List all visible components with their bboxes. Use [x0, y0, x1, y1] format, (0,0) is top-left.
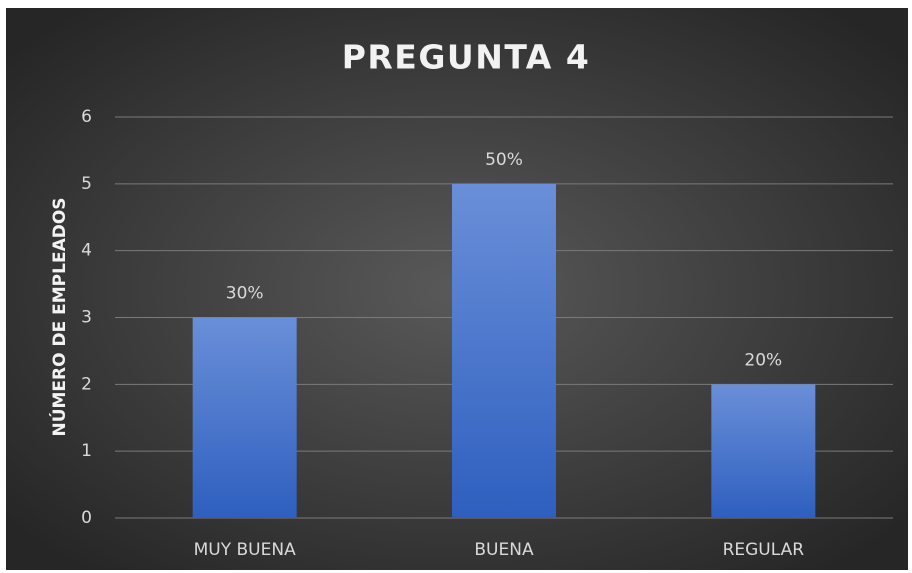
bar — [192, 317, 297, 518]
y-tick-label: 6 — [81, 107, 92, 127]
bar — [452, 183, 556, 519]
y-axis-label: NÚMERO DE EMPLEADOS — [48, 197, 70, 436]
data-label: 30% — [226, 284, 264, 304]
y-tick-label: 1 — [81, 441, 92, 461]
x-tick-label: BUENA — [474, 540, 534, 560]
y-tick-label: 5 — [81, 174, 92, 194]
y-tick-label: 4 — [81, 241, 92, 261]
y-tick-label: 2 — [81, 374, 92, 394]
x-tick-label: MUY BUENA — [194, 540, 296, 560]
data-label: 50% — [485, 150, 523, 170]
data-label: 20% — [744, 350, 782, 370]
y-tick-label: 3 — [81, 308, 92, 328]
y-tick-label: 0 — [81, 508, 92, 528]
bar — [711, 384, 816, 518]
chart-title: PREGUNTA 4 — [342, 38, 591, 77]
x-tick-label: REGULAR — [723, 540, 805, 560]
